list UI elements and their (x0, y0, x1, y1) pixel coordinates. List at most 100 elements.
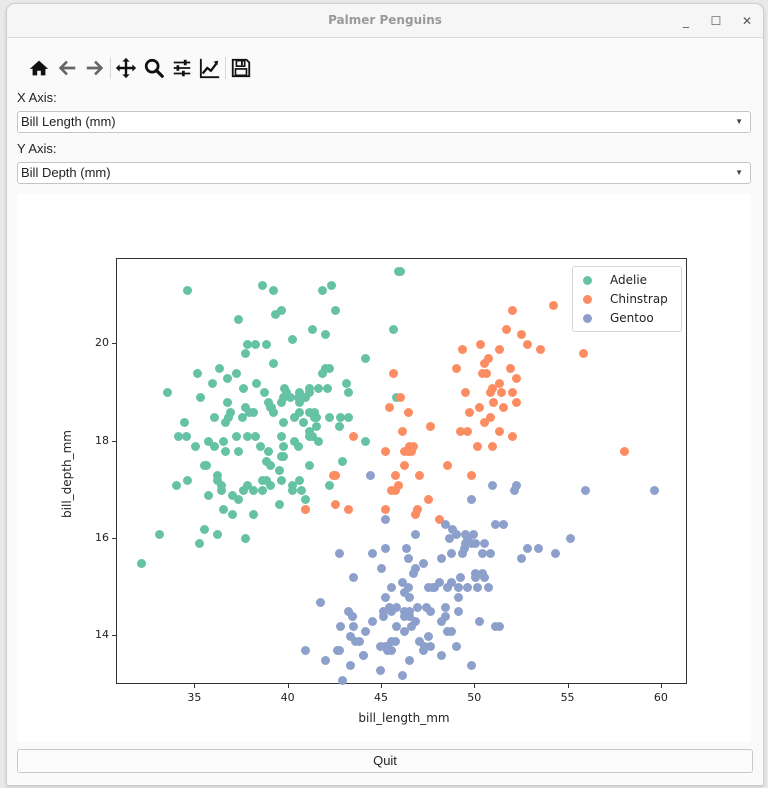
data-point-gentoo (349, 573, 359, 583)
data-point-gentoo (403, 553, 413, 563)
edit-axis-button[interactable] (196, 54, 224, 82)
data-point-adelie (233, 315, 243, 325)
data-point-adelie (215, 364, 225, 374)
data-point-adelie (231, 432, 241, 442)
data-point-adelie (327, 281, 337, 291)
configure-subplots-button[interactable] (168, 54, 196, 82)
data-point-gentoo (472, 583, 482, 593)
data-point-gentoo (474, 617, 484, 627)
data-point-chinstrap (435, 514, 445, 524)
data-point-adelie (237, 412, 247, 422)
x-tick (194, 684, 196, 688)
data-point-gentoo (405, 612, 415, 622)
data-point-gentoo (480, 539, 490, 549)
title-bar[interactable]: Palmer Penguins _ ☐ ✕ (7, 4, 763, 38)
data-point-adelie (308, 325, 318, 335)
data-point-chinstrap (349, 432, 359, 442)
data-point-chinstrap (549, 300, 559, 310)
minimize-button[interactable]: _ (683, 14, 689, 28)
plot-canvas[interactable]: bill_depth_mm bill_length_mm Adelie Chin… (17, 194, 751, 742)
home-icon (29, 60, 49, 76)
data-point-chinstrap (579, 349, 588, 359)
data-point-adelie (323, 383, 333, 393)
pan-button[interactable] (112, 54, 140, 82)
data-point-adelie (155, 529, 165, 539)
data-point-adelie (304, 427, 314, 437)
data-point-adelie (222, 398, 232, 408)
data-point-gentoo (405, 607, 415, 617)
data-point-gentoo (491, 519, 501, 529)
data-point-chinstrap (495, 427, 505, 437)
data-point-adelie (218, 505, 228, 515)
data-point-adelie (338, 456, 348, 466)
data-point-adelie (136, 558, 146, 568)
data-point-gentoo (422, 602, 432, 612)
data-point-adelie (265, 480, 275, 490)
data-point-gentoo (379, 607, 389, 617)
data-point-adelie (258, 281, 268, 291)
data-point-gentoo (409, 568, 419, 578)
data-point-chinstrap (412, 505, 422, 515)
data-point-chinstrap (381, 505, 391, 515)
toolbar-separator (225, 57, 226, 79)
data-point-gentoo (580, 485, 590, 495)
data-point-gentoo (483, 583, 493, 593)
quit-button[interactable]: Quit (17, 749, 753, 773)
save-button[interactable] (227, 54, 255, 82)
data-point-gentoo (565, 534, 575, 544)
data-point-adelie (265, 461, 275, 471)
data-point-gentoo (551, 549, 560, 559)
data-point-adelie (241, 534, 251, 544)
data-point-chinstrap (523, 339, 533, 349)
data-point-gentoo (425, 607, 435, 617)
data-point-gentoo (381, 514, 391, 524)
chevron-down-icon: ▼ (735, 117, 743, 126)
data-point-gentoo (437, 553, 447, 563)
x-tick-label: 45 (373, 691, 388, 704)
data-point-gentoo (321, 656, 331, 666)
data-point-adelie (241, 349, 251, 359)
data-point-chinstrap (472, 441, 482, 451)
data-point-gentoo (386, 646, 396, 656)
data-point-adelie (269, 407, 279, 417)
data-point-adelie (174, 432, 184, 442)
data-point-adelie (228, 510, 238, 520)
zoom-icon (144, 58, 164, 78)
zoom-button[interactable] (140, 54, 168, 82)
data-point-gentoo (403, 583, 413, 593)
data-point-adelie (216, 480, 226, 490)
data-point-chinstrap (474, 402, 484, 412)
data-point-gentoo (334, 646, 344, 656)
data-point-gentoo (315, 597, 325, 607)
data-point-adelie (276, 398, 286, 408)
data-point-gentoo (407, 622, 417, 632)
data-point-adelie (248, 485, 258, 495)
forward-button[interactable] (81, 54, 109, 82)
data-point-chinstrap (495, 378, 505, 388)
y-axis-select[interactable]: Bill Depth (mm) ▼ (17, 162, 751, 184)
data-point-adelie (258, 485, 268, 495)
data-point-chinstrap (536, 344, 546, 354)
close-button[interactable]: ✕ (741, 14, 753, 28)
maximize-button[interactable]: ☐ (710, 14, 722, 28)
navigation-toolbar (25, 54, 255, 82)
home-button[interactable] (25, 54, 53, 82)
x-axis-select[interactable]: Bill Length (mm) ▼ (17, 111, 751, 133)
data-point-adelie (231, 368, 241, 378)
data-point-gentoo (381, 544, 391, 554)
data-point-chinstrap (330, 500, 340, 510)
data-point-gentoo (368, 549, 378, 559)
data-point-adelie (287, 480, 297, 490)
data-point-adelie (310, 407, 320, 417)
data-point-gentoo (495, 622, 505, 632)
y-tick-label: 16 (95, 530, 109, 544)
pan-icon (115, 57, 137, 79)
data-point-adelie (216, 485, 226, 495)
data-point-chinstrap (414, 471, 424, 481)
data-point-adelie (274, 466, 284, 476)
data-point-adelie (317, 286, 327, 296)
back-button[interactable] (53, 54, 81, 82)
data-point-gentoo (517, 553, 527, 563)
data-point-gentoo (534, 544, 544, 554)
data-point-chinstrap (390, 471, 400, 481)
